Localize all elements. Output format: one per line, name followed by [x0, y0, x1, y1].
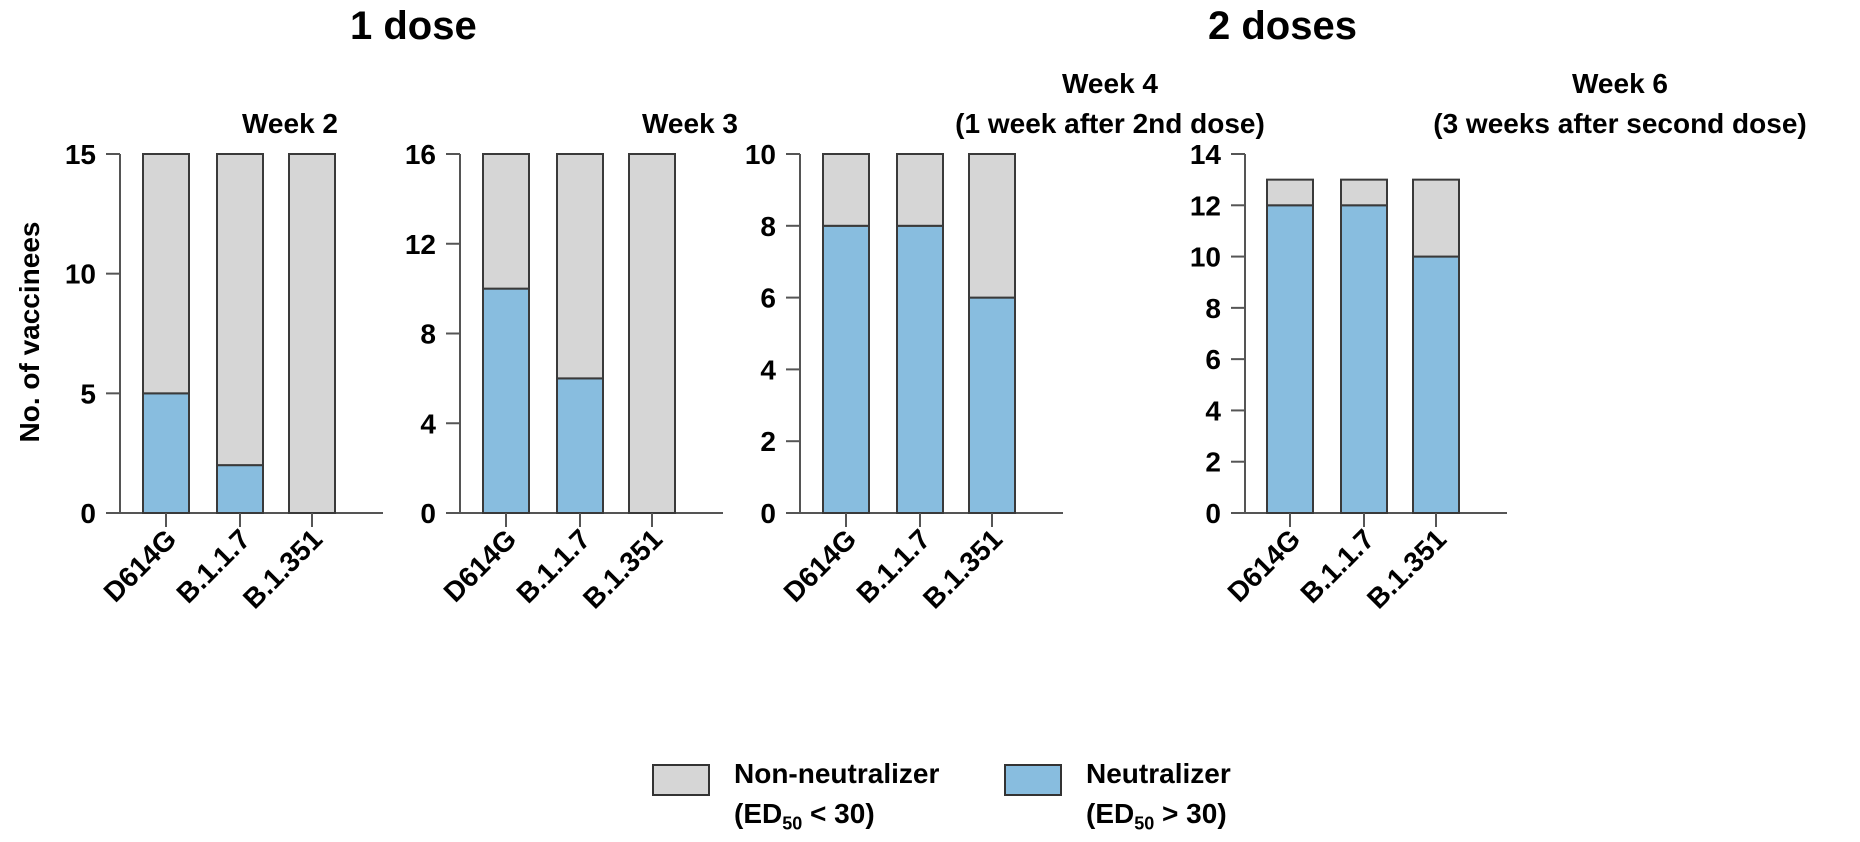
legend-threshold-index: 50 — [1134, 813, 1155, 834]
group-title-one-dose: 1 dose — [350, 4, 477, 48]
panel-4-y-tick-label: 12 — [1190, 190, 1221, 221]
panel-1-y-tick-label: 10 — [65, 259, 96, 290]
panel-4-bar-non-neutralizer-b-1-351 — [1412, 178, 1460, 258]
panel-title-week-6: Week 6 — [1572, 68, 1668, 99]
panel-3-y-tick-label: 10 — [745, 139, 776, 170]
panel-2-bar-non-neutralizer-b-1-351 — [628, 153, 676, 514]
panel-2-x-tick-label-d614g: D614G — [438, 523, 523, 608]
panel-3-bar-neutralizer-b-1-351 — [968, 296, 1016, 514]
panel-4-y-tick-label: 10 — [1190, 242, 1221, 273]
panel-3-x-tick-label-d614g: D614G — [778, 523, 863, 608]
panel-4-y-tick-label: 14 — [1190, 139, 1222, 170]
legend-swatch-non-neutralizer — [652, 764, 710, 796]
legend-threshold-prefix: (ED — [734, 798, 783, 829]
panel-subtitle-week-6: (3 weeks after second dose) — [1433, 108, 1807, 139]
panel-2-y-tick-label: 16 — [405, 139, 436, 170]
panel-2-y-tick-label: 8 — [420, 319, 436, 350]
panel-1-bar-non-neutralizer-d614g — [142, 153, 190, 395]
panel-1-x-tick-label-d614g: D614G — [98, 523, 183, 608]
panel-4-bar-non-neutralizer-b-1-1-7 — [1340, 178, 1388, 207]
group-title-two-doses: 2 doses — [1208, 4, 1357, 48]
panel-4-x-tick-label-b-1-351: B.1.351 — [1361, 523, 1452, 614]
panel-3-x-tick-label-b-1-351: B.1.351 — [917, 523, 1008, 614]
panel-3-y-tick-label: 2 — [760, 426, 776, 457]
panel-4-y-tick-label: 8 — [1205, 293, 1221, 324]
panel-2-bar-neutralizer-b-1-1-7 — [556, 377, 604, 514]
panel-1-bar-neutralizer-d614g — [142, 392, 190, 515]
legend-threshold-prefix: (ED — [1086, 798, 1135, 829]
panel-1-bar-neutralizer-b-1-1-7 — [216, 464, 264, 514]
legend-label-neutralizer: Neutralizer — [1086, 758, 1231, 789]
panel-3-y-tick-label: 8 — [760, 211, 776, 242]
panel-4-bar-neutralizer-b-1-1-7 — [1340, 204, 1388, 515]
panel-4-bar-non-neutralizer-d614g — [1266, 178, 1314, 207]
panel-4-y-tick-label: 4 — [1205, 395, 1221, 426]
panel-4-y-tick-label: 0 — [1205, 498, 1221, 529]
panel-3-bar-neutralizer-d614g — [822, 224, 870, 515]
panel-1-bar-non-neutralizer-b-1-351 — [288, 153, 336, 514]
panel-4-x-tick-label-d614g: D614G — [1222, 523, 1307, 608]
panel-4-y-tick-label: 6 — [1205, 344, 1221, 375]
panel-3-bar-non-neutralizer-d614g — [822, 153, 870, 227]
legend-threshold-suffix: > 30) — [1154, 798, 1227, 829]
panel-4-bar-neutralizer-b-1-351 — [1412, 255, 1460, 514]
legend-threshold-non-neutralizer: (ED50 < 30) — [734, 798, 875, 835]
panel-3-y-tick-label: 0 — [760, 498, 776, 529]
panel-4-y-tick-label: 2 — [1205, 447, 1221, 478]
panel-4-bar-neutralizer-d614g — [1266, 204, 1314, 515]
panel-3-y-tick-label: 4 — [760, 354, 776, 385]
legend-threshold-suffix: < 30) — [802, 798, 875, 829]
panel-1-x-tick-label-b-1-351: B.1.351 — [237, 523, 328, 614]
panel-2-y-tick-label: 0 — [420, 498, 436, 529]
panel-2-y-tick-label: 12 — [405, 229, 436, 260]
panel-3-y-tick-label: 6 — [760, 283, 776, 314]
panel-2-x-tick-label-b-1-351: B.1.351 — [577, 523, 668, 614]
panel-1-y-tick-label: 15 — [65, 139, 96, 170]
chart-figure: 051015D614GB.1.1.7B.1.3510481216D614GB.1… — [65, 139, 1507, 615]
panel-1-y-tick-label: 0 — [80, 498, 96, 529]
legend-threshold-neutralizer: (ED50 > 30) — [1086, 798, 1227, 835]
panel-title-week-4: Week 4 — [1062, 68, 1158, 99]
legend-swatch-neutralizer — [1004, 764, 1062, 796]
panel-3-bar-non-neutralizer-b-1-351 — [968, 153, 1016, 299]
legend-label-non-neutralizer: Non-neutralizer — [734, 758, 940, 789]
panel-3-bar-non-neutralizer-b-1-1-7 — [896, 153, 944, 227]
panel-2-bar-neutralizer-d614g — [482, 287, 530, 514]
panel-2-bar-non-neutralizer-b-1-1-7 — [556, 153, 604, 380]
panel-3-bar-neutralizer-b-1-1-7 — [896, 224, 944, 515]
panel-title-week-2: Week 2 — [242, 108, 338, 139]
panel-1-bar-non-neutralizer-b-1-1-7 — [216, 153, 264, 467]
panel-subtitle-week-4: (1 week after 2nd dose) — [955, 108, 1265, 139]
panel-1-y-tick-label: 5 — [80, 378, 96, 409]
legend-threshold-index: 50 — [782, 813, 803, 834]
panel-title-week-3: Week 3 — [642, 108, 738, 139]
panel-2-y-tick-label: 4 — [420, 408, 436, 439]
panel-2-bar-non-neutralizer-d614g — [482, 153, 530, 290]
